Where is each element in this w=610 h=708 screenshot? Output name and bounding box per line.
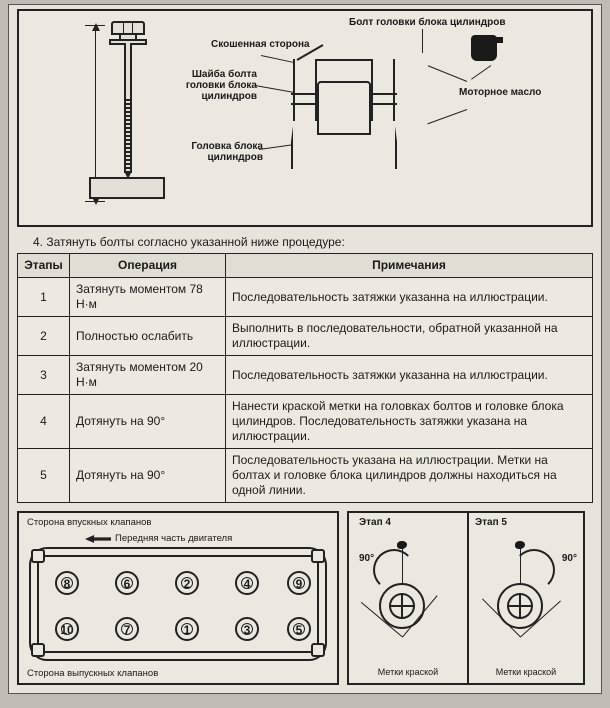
step-number: 4. bbox=[33, 235, 43, 249]
leader bbox=[422, 29, 423, 53]
cell-step: 3 bbox=[18, 356, 70, 395]
oil-bottle-icon bbox=[471, 35, 497, 61]
table-row: 5 Дотянуть на 90° Последовательность ука… bbox=[18, 449, 593, 503]
sequence-bolt-6: 6 bbox=[115, 571, 139, 595]
sequence-bolt-8: 8 bbox=[55, 571, 79, 595]
cell-note: Выполнить в последовательности, обратной… bbox=[226, 317, 593, 356]
col-step: Этапы bbox=[18, 254, 70, 278]
table-row: 1 Затянуть моментом 78 Н·м Последователь… bbox=[18, 278, 593, 317]
label-engine-oil: Моторное масло bbox=[459, 87, 541, 98]
stage-4-title: Этап 4 bbox=[359, 517, 469, 528]
paint-mark-icon bbox=[397, 541, 407, 549]
tightening-sequence-panel: Сторона впускных клапанов Передняя часть… bbox=[17, 511, 339, 685]
bolt-shaft bbox=[124, 43, 132, 99]
head-inner-cavity bbox=[317, 81, 371, 135]
cell-step: 5 bbox=[18, 449, 70, 503]
sequence-bolt-7: 7 bbox=[115, 617, 139, 641]
paint-marks-label: Метки краской bbox=[349, 667, 467, 677]
table-row: 3 Затянуть моментом 20 Н·м Последователь… bbox=[18, 356, 593, 395]
corner-boss bbox=[31, 549, 45, 563]
engine-front-label: Передняя часть двигателя bbox=[115, 533, 232, 544]
bolt-hole-right bbox=[371, 59, 395, 121]
cell-step: 4 bbox=[18, 395, 70, 449]
col-op: Операция bbox=[70, 254, 226, 278]
label-chamfer: Скошенная сторона bbox=[211, 39, 310, 50]
dim-tick bbox=[85, 201, 105, 202]
sequence-bolt-4: 4 bbox=[235, 571, 259, 595]
leader bbox=[427, 109, 467, 124]
cell-op: Дотянуть на 90° bbox=[70, 449, 226, 503]
corner-boss bbox=[311, 549, 325, 563]
label-washer: Шайба болта головки блока цилиндров bbox=[167, 69, 257, 102]
bolt-thread bbox=[124, 99, 132, 173]
sequence-bolt-1: 1 bbox=[175, 617, 199, 641]
dim-tick bbox=[85, 25, 105, 26]
cell-op: Затянуть моментом 78 Н·м bbox=[70, 278, 226, 317]
cell-op: Полностью ослабить bbox=[70, 317, 226, 356]
label-head-block: Головка блока цилиндров bbox=[185, 141, 263, 163]
table-header-row: Этапы Операция Примечания bbox=[18, 254, 593, 278]
bolt-diagram-panel: Болт головки блока цилиндров Скошенная с… bbox=[17, 9, 593, 227]
cell-note: Последовательность указана на иллюстраци… bbox=[226, 449, 593, 503]
bottom-panels: Сторона впускных клапанов Передняя часть… bbox=[17, 511, 593, 685]
sequence-bolt-2: 2 bbox=[175, 571, 199, 595]
bolt-hole-left bbox=[293, 59, 317, 121]
paint-mark-icon bbox=[515, 541, 525, 549]
leader bbox=[471, 65, 491, 80]
panel-divider bbox=[467, 513, 469, 683]
paint-marks-label: Метки краской bbox=[467, 667, 585, 677]
head-surface-block bbox=[89, 177, 165, 199]
cell-note: Последовательность затяжки указанна на и… bbox=[226, 278, 593, 317]
front-arrow-icon bbox=[85, 535, 111, 543]
cylinder-head-section bbox=[261, 47, 427, 187]
stage-5-title: Этап 5 bbox=[475, 517, 585, 528]
cell-op: Дотянуть на 90° bbox=[70, 395, 226, 449]
stage5-diagram: 90° bbox=[473, 539, 579, 639]
sequence-bolt-10: 10 bbox=[55, 617, 79, 641]
angle-90: 90° bbox=[562, 553, 577, 564]
cell-step: 1 bbox=[18, 278, 70, 317]
cell-note: Последовательность затяжки указанна на и… bbox=[226, 356, 593, 395]
angle-90: 90° bbox=[359, 553, 374, 564]
cell-op: Затянуть моментом 20 Н·м bbox=[70, 356, 226, 395]
table-row: 4 Дотянуть на 90° Нанести краской метки … bbox=[18, 395, 593, 449]
corner-boss bbox=[311, 643, 325, 657]
sequence-bolt-9: 9 bbox=[287, 571, 311, 595]
exhaust-side-label: Сторона выпускных клапанов bbox=[27, 668, 158, 679]
leader bbox=[428, 65, 467, 82]
sequence-bolt-5: 5 bbox=[287, 617, 311, 641]
head-inner-outline bbox=[37, 555, 319, 653]
manual-page: Болт головки блока цилиндров Скошенная с… bbox=[8, 4, 602, 694]
stage4-diagram: 90° bbox=[355, 539, 461, 639]
instruction-line: 4. Затянуть болты согласно указанной ниж… bbox=[33, 235, 589, 249]
cell-note: Нанести краской метки на головках болтов… bbox=[226, 395, 593, 449]
angle-stages-panel: Этап 4 Этап 5 90° 90° bbox=[347, 511, 585, 685]
instruction-text: Затянуть болты согласно указанной ниже п… bbox=[46, 235, 344, 249]
intake-side-label: Сторона впускных клапанов bbox=[27, 517, 151, 528]
col-note: Примечания bbox=[226, 254, 593, 278]
table-row: 2 Полностью ослабить Выполнить в последо… bbox=[18, 317, 593, 356]
sequence-bolt-3: 3 bbox=[235, 617, 259, 641]
label-bolt-title: Болт головки блока цилиндров bbox=[349, 17, 506, 28]
corner-boss bbox=[31, 643, 45, 657]
tightening-steps-table: Этапы Операция Примечания 1 Затянуть мом… bbox=[17, 253, 593, 503]
cell-step: 2 bbox=[18, 317, 70, 356]
